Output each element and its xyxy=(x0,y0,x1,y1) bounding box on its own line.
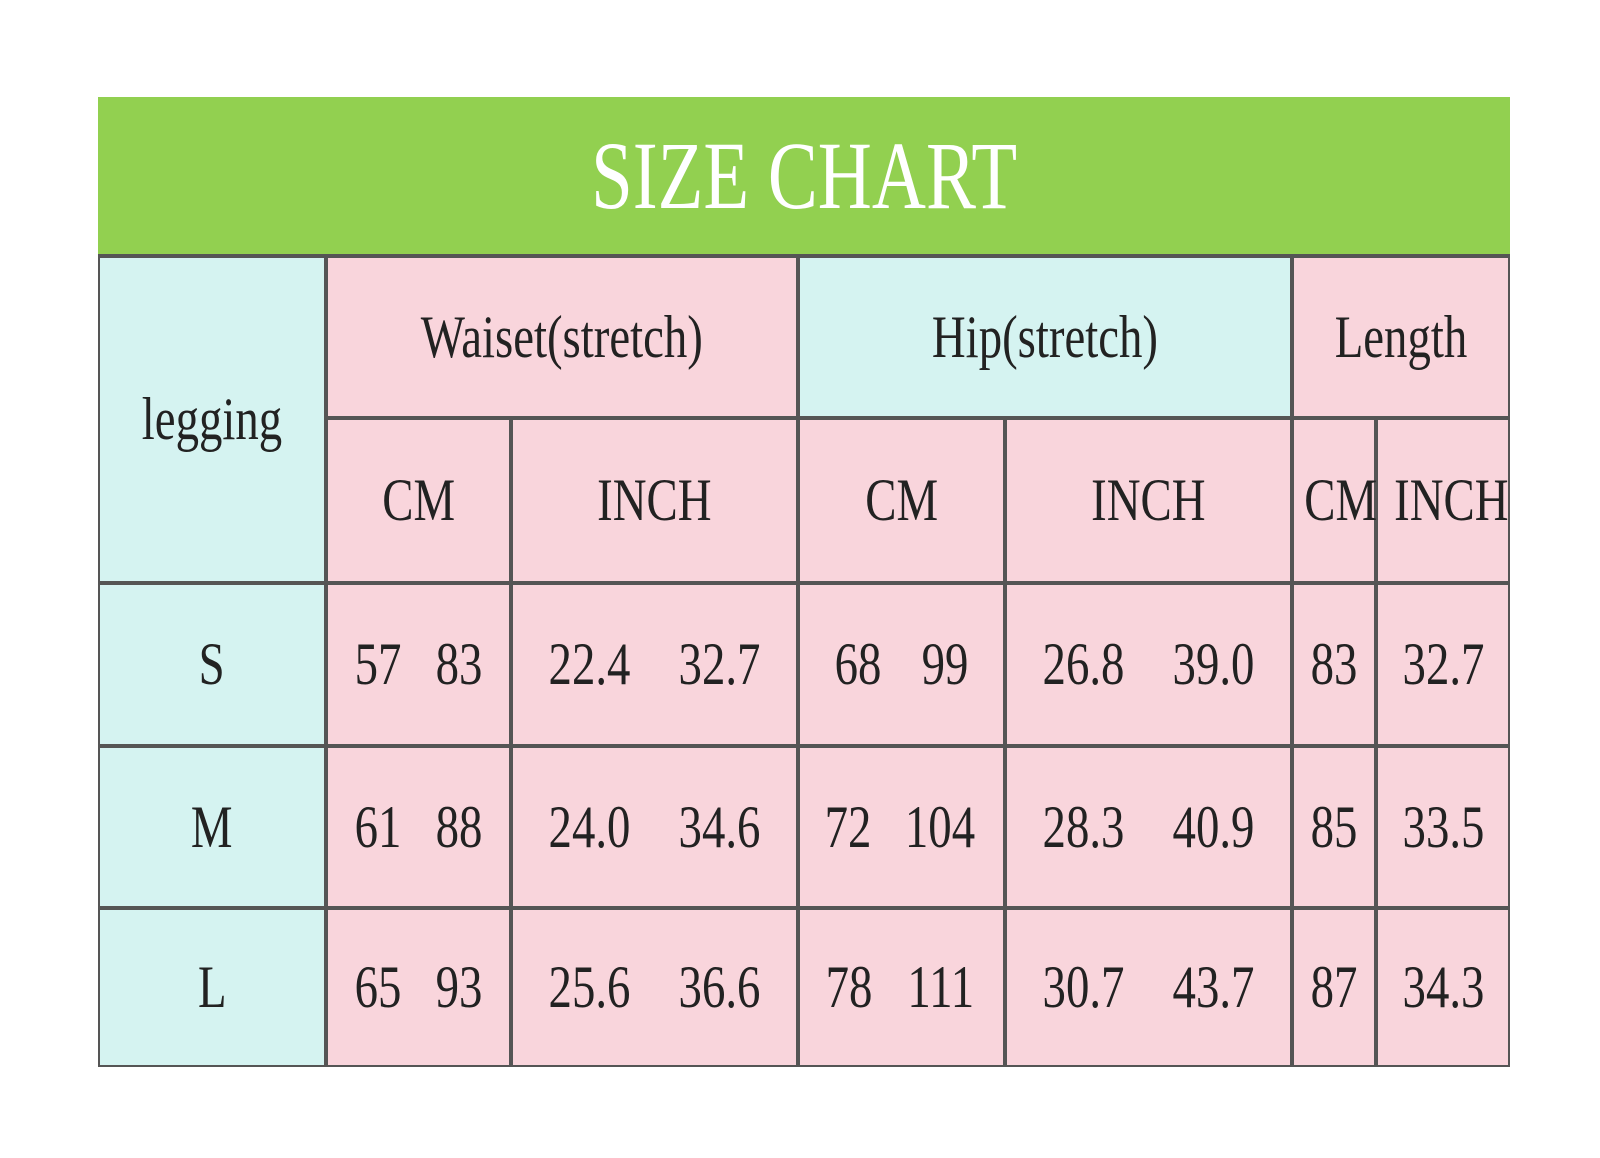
value-cell: 72 104 xyxy=(798,746,1005,908)
unit-label: INCH xyxy=(1091,467,1206,533)
value: 61 xyxy=(354,793,402,860)
size-label: M xyxy=(191,793,233,860)
group-header: Hip(stretch) xyxy=(798,256,1292,418)
title: SIZE CHART xyxy=(590,122,1018,229)
unit-label: INCH xyxy=(597,467,712,533)
value-cell: 24.0 34.6 xyxy=(511,746,798,908)
value: 32.7 xyxy=(678,631,761,697)
value: 87 xyxy=(1310,954,1358,1020)
value-cell: 26.8 39.0 xyxy=(1005,583,1292,746)
value: 65 xyxy=(354,954,402,1020)
group-label: Hip(stretch) xyxy=(931,303,1159,370)
value-cell: 22.4 32.7 xyxy=(511,583,798,746)
value: 33.5 xyxy=(1402,793,1484,860)
value: 22.4 xyxy=(548,631,631,697)
value-cell: 32.7 xyxy=(1376,583,1510,746)
value: 40.9 xyxy=(1172,793,1255,860)
unit-header: CM xyxy=(326,418,511,583)
value: 85 xyxy=(1310,793,1358,860)
group-label: Waiset(stretch) xyxy=(420,303,704,370)
value: 111 xyxy=(907,954,975,1020)
value: 104 xyxy=(905,793,976,860)
group-label: Length xyxy=(1334,303,1468,370)
value-cell: 33.5 xyxy=(1376,746,1510,908)
value-cell: 34.3 xyxy=(1376,908,1510,1067)
value-cell: 68 99 xyxy=(798,583,1005,746)
value: 25.6 xyxy=(548,954,631,1020)
size-cell: L xyxy=(98,908,326,1067)
value: 30.7 xyxy=(1042,954,1125,1020)
value-cell: 28.3 40.9 xyxy=(1005,746,1292,908)
corner-cell: legging xyxy=(98,256,326,583)
value: 78 xyxy=(825,954,873,1020)
value: 83 xyxy=(1310,631,1358,697)
size-cell: M xyxy=(98,746,326,908)
value: 72 xyxy=(824,793,872,860)
unit-header: INCH xyxy=(511,418,798,583)
value-cell: 83 xyxy=(1292,583,1376,746)
title-bar: SIZE CHART xyxy=(98,97,1510,256)
value: 57 xyxy=(354,631,402,697)
value-cell: 61 88 xyxy=(326,746,511,908)
unit-label: CM xyxy=(1304,467,1378,533)
value: 99 xyxy=(921,631,969,697)
value: 83 xyxy=(435,631,483,697)
group-header: Waiset(stretch) xyxy=(326,256,798,418)
value: 43.7 xyxy=(1172,954,1255,1020)
value-cell: 87 xyxy=(1292,908,1376,1067)
unit-label: CM xyxy=(382,467,455,533)
unit-label: INCH xyxy=(1394,467,1509,533)
unit-header: CM xyxy=(798,418,1005,583)
value: 88 xyxy=(435,793,483,860)
value: 32.7 xyxy=(1402,631,1484,697)
value-cell: 25.6 36.6 xyxy=(511,908,798,1067)
value-cell: 85 xyxy=(1292,746,1376,908)
size-cell: S xyxy=(98,583,326,746)
size-label: L xyxy=(197,954,227,1020)
value-cell: 57 83 xyxy=(326,583,511,746)
unit-label: CM xyxy=(865,467,938,533)
value: 68 xyxy=(834,631,882,697)
value: 28.3 xyxy=(1042,793,1125,860)
value: 24.0 xyxy=(548,793,631,860)
value-cell: 78 111 xyxy=(798,908,1005,1067)
corner-label: legging xyxy=(141,386,283,452)
value: 34.3 xyxy=(1402,954,1484,1020)
value-cell: 30.7 43.7 xyxy=(1005,908,1292,1067)
unit-header: CM xyxy=(1292,418,1378,583)
unit-header: INCH xyxy=(1005,418,1292,583)
value: 26.8 xyxy=(1042,631,1125,697)
group-header: Length xyxy=(1292,256,1510,418)
value: 39.0 xyxy=(1172,631,1255,697)
value: 93 xyxy=(435,954,483,1020)
value-cell: 65 93 xyxy=(326,908,511,1067)
value: 34.6 xyxy=(678,793,761,860)
value: 36.6 xyxy=(678,954,761,1020)
unit-header: INCH xyxy=(1376,418,1510,583)
size-label: S xyxy=(198,631,226,697)
